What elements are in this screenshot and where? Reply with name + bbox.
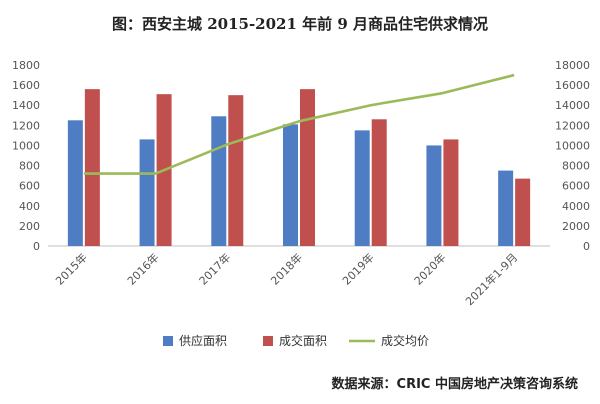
deal-bar (371, 119, 387, 246)
right-axis-tick-label: 0 (583, 240, 590, 253)
category-label: 2020年 (411, 250, 448, 287)
right-axis-tick-label: 18000 (555, 59, 590, 72)
deal-bar (228, 95, 244, 247)
right-axis-tick-label: 6000 (562, 180, 590, 193)
left-axis-tick-label: 1200 (12, 119, 40, 132)
left-axis-tick-label: 400 (19, 200, 40, 213)
left-axis-tick-label: 1000 (12, 139, 40, 152)
right-axis-tick-label: 12000 (555, 119, 590, 132)
category-label: 2021年1-9月 (462, 250, 520, 308)
category-label: 2018年 (268, 250, 305, 287)
supply-bar (211, 116, 227, 247)
data-source-note: 数据来源：CRIC 中国房地产决策咨询系统 (331, 377, 578, 392)
right-axis-tick-label: 4000 (562, 200, 590, 213)
chart-title: 图：西安主城 2015-2021 年前 9 月商品住宅供求情况 (111, 15, 489, 33)
deal-bar (515, 178, 531, 246)
legend-label: 成交均价 (381, 333, 429, 348)
left-axis-tick-label: 600 (19, 180, 40, 193)
right-axis-tick-label: 10000 (555, 139, 590, 152)
deal-bar (300, 89, 315, 246)
legend-swatch (163, 336, 173, 346)
supply-bar (354, 130, 370, 246)
right-axis-tick-label: 2000 (562, 220, 590, 233)
deal-bar (443, 139, 459, 246)
legend-swatch (263, 336, 273, 346)
supply-bar (426, 145, 442, 246)
right-axis-tick-label: 8000 (562, 160, 590, 173)
deal-bar (84, 89, 100, 246)
supply-bar (283, 124, 298, 246)
right-axis-tick-label: 14000 (555, 99, 590, 112)
price-line (83, 73, 515, 175)
left-axis-tick-label: 800 (19, 160, 40, 173)
left-axis-tick-label: 0 (33, 240, 40, 253)
right-axis-tick-label: 16000 (555, 79, 590, 92)
left-axis-tick-label: 1400 (12, 99, 40, 112)
left-axis-tick-label: 1800 (12, 59, 40, 72)
category-label: 2019年 (339, 250, 376, 287)
supply-bar (139, 139, 155, 246)
supply-bar (67, 120, 83, 246)
legend-label: 供应面积 (179, 333, 227, 348)
category-label: 2017年 (196, 250, 233, 287)
left-axis-tick-label: 1600 (12, 79, 40, 92)
category-label: 2015年 (53, 250, 90, 287)
legend-label: 成交面积 (279, 333, 327, 348)
left-axis-tick-label: 200 (19, 220, 40, 233)
category-label: 2016年 (124, 250, 161, 287)
supply-bar (498, 170, 514, 246)
